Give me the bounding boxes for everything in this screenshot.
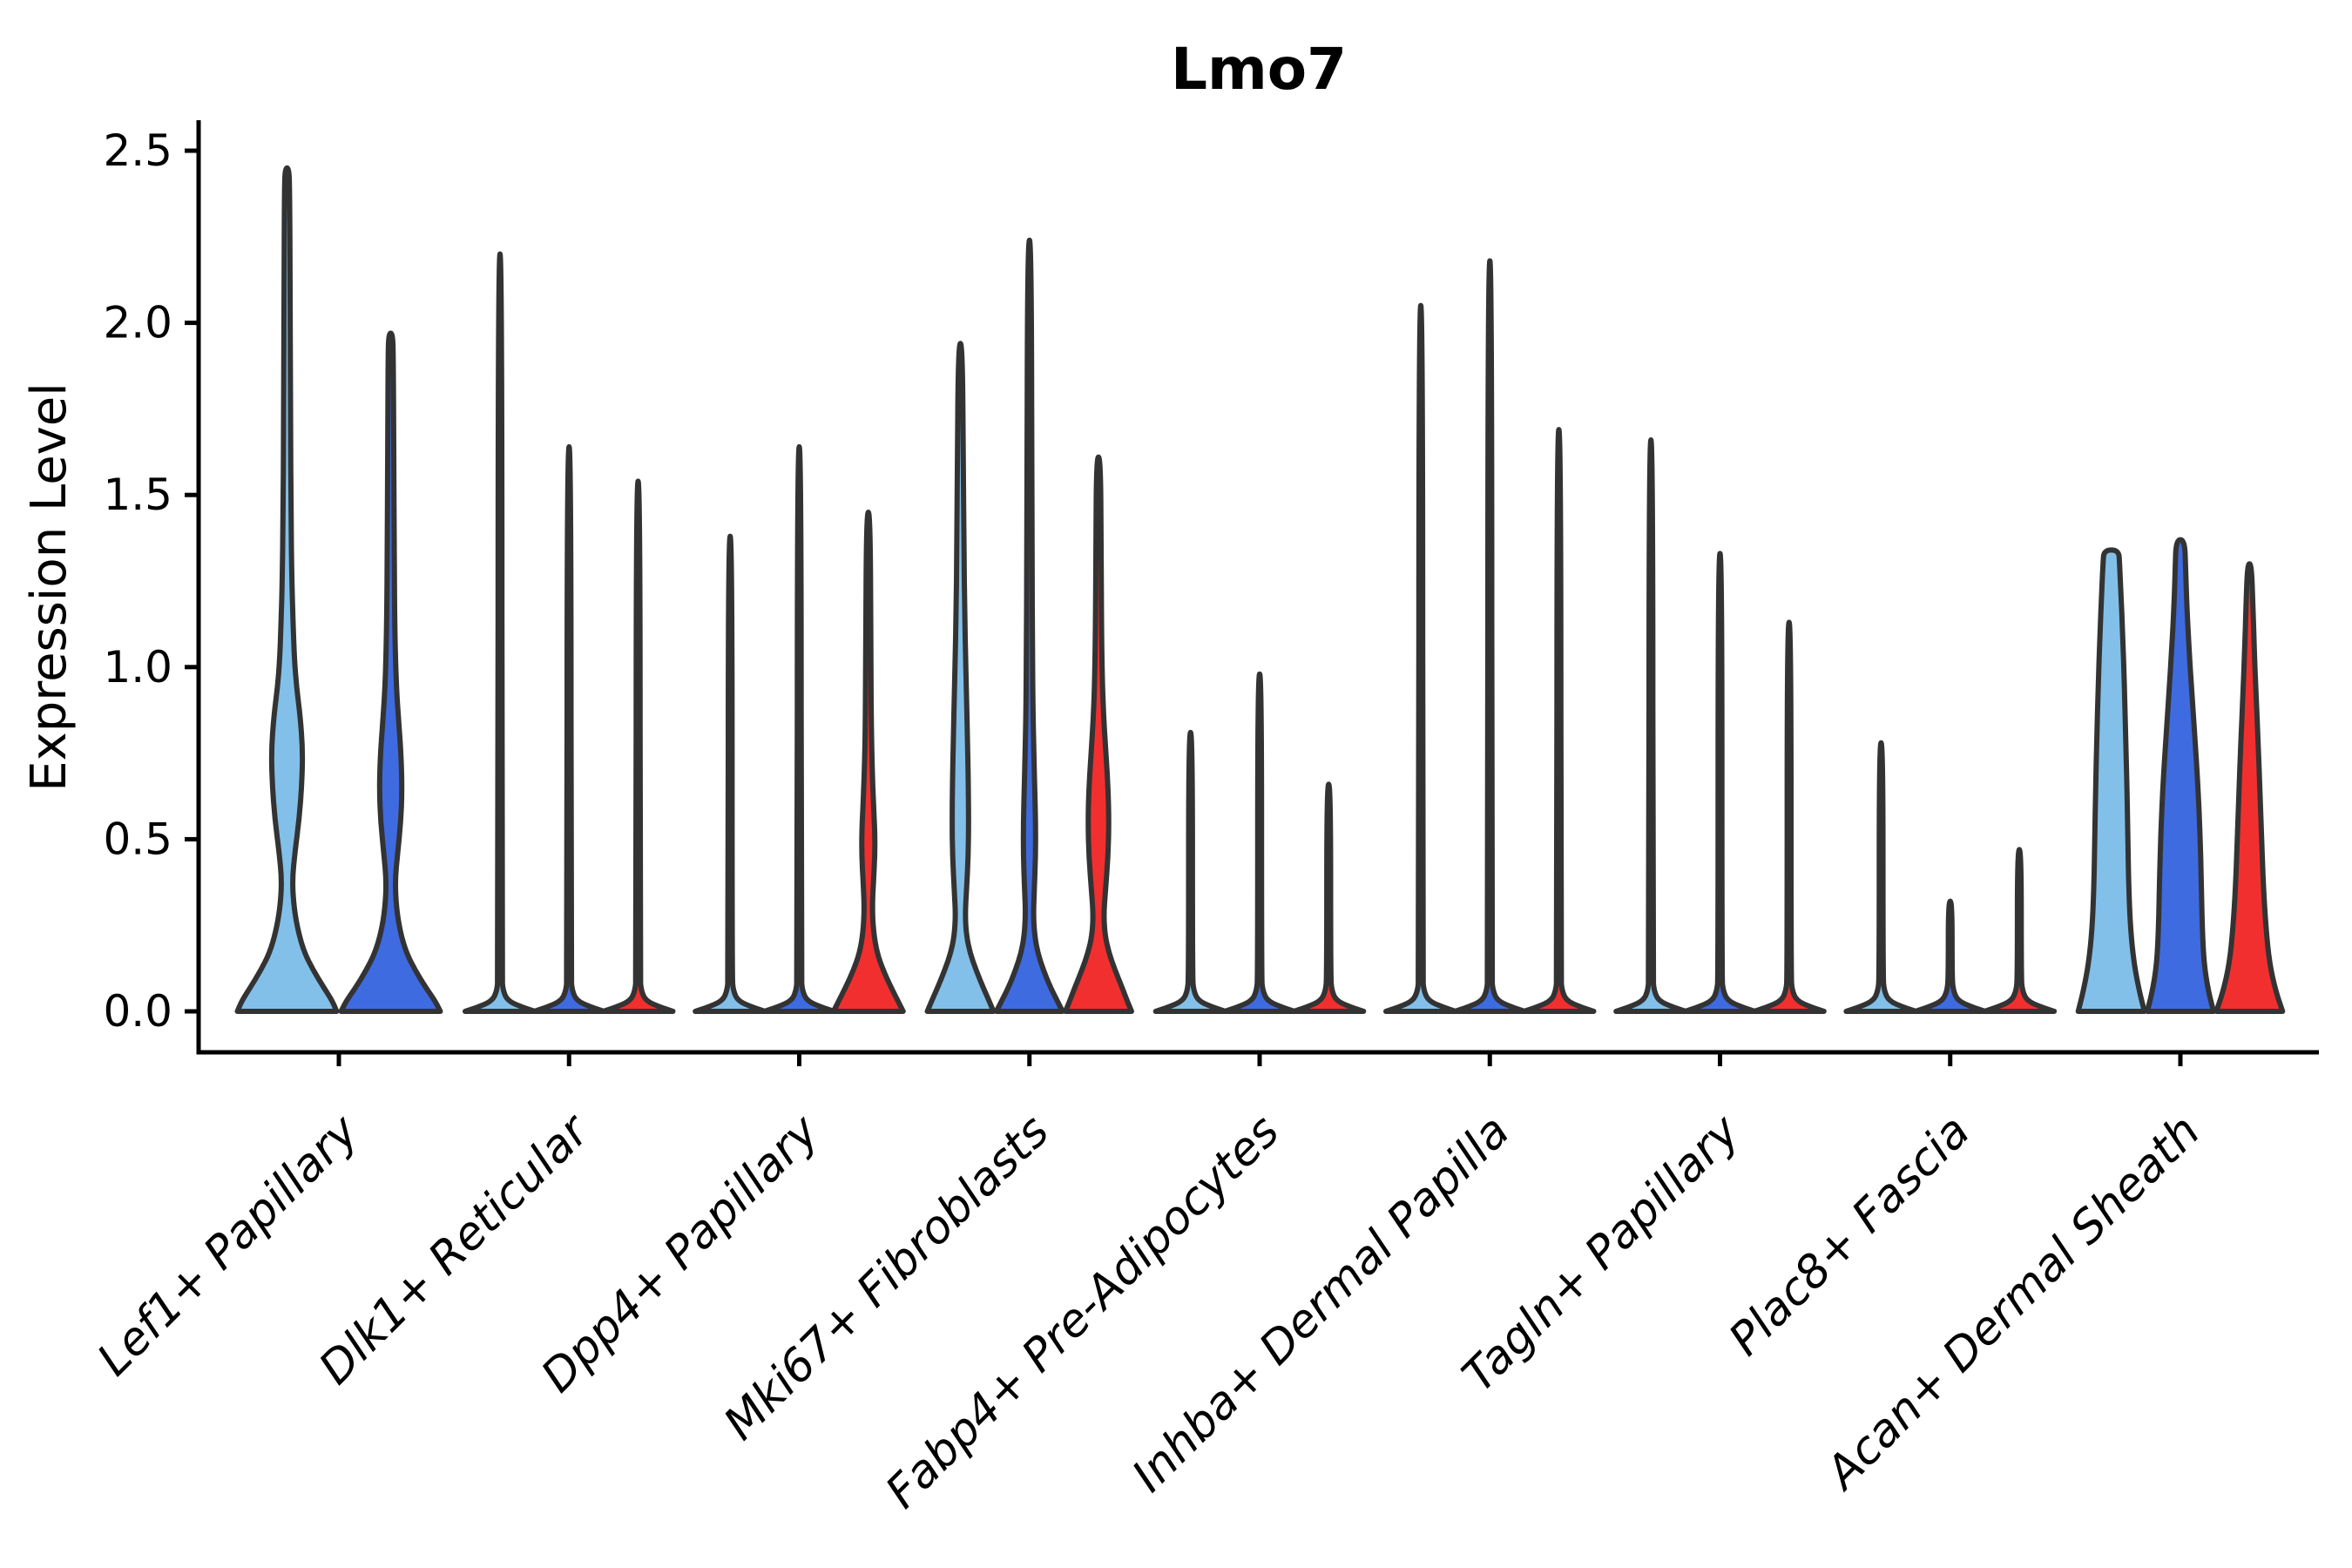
y-tick-label: 2.0 — [103, 298, 172, 348]
y-axis-title: Expression Level — [21, 382, 78, 792]
violin-group — [234, 165, 443, 1014]
violin — [1982, 847, 2058, 1014]
violin — [1291, 781, 1367, 1014]
axes: 0.0 0.5 1.0 1.5 2.0 2.5 Lef1+ PapillaryDlk1+ … — [88, 120, 2319, 1518]
violin — [830, 510, 906, 1014]
violin — [1152, 729, 1228, 1014]
plot-title: Lmo7 — [1171, 36, 1347, 103]
violin — [2213, 561, 2286, 1014]
violin — [1751, 619, 1827, 1014]
violin — [1521, 427, 1597, 1014]
violin — [761, 443, 837, 1014]
violin — [1912, 898, 1988, 1014]
violin-group — [2075, 537, 2286, 1014]
violin — [2145, 537, 2216, 1014]
violin-group — [1613, 437, 1827, 1014]
y-tick-label: 0.0 — [103, 986, 172, 1037]
y-tick-label: 0.5 — [103, 814, 172, 864]
violin-layer — [234, 165, 2286, 1014]
violin — [463, 251, 537, 1014]
violin-group — [924, 237, 1134, 1014]
violin — [1613, 437, 1689, 1014]
violin — [1682, 551, 1758, 1014]
violin — [1843, 740, 1919, 1014]
violin — [234, 165, 340, 1014]
violin — [600, 478, 676, 1014]
violin — [1063, 454, 1134, 1014]
violin — [1452, 258, 1528, 1014]
violin — [993, 237, 1065, 1014]
y-axis-ticks: 0.0 0.5 1.0 1.5 2.0 2.5 — [103, 125, 199, 1037]
y-tick-label: 2.5 — [103, 125, 172, 176]
x-tick-label: Plac8+ Fascia — [1720, 1105, 1980, 1366]
x-tick-label: Acan+ Dermal Sheath — [1815, 1105, 2210, 1501]
y-tick-label: 1.5 — [103, 470, 172, 520]
violin — [2075, 547, 2147, 1014]
x-tick-label: Inhba+ Dermal Papilla — [1123, 1105, 1520, 1503]
violin — [1222, 671, 1297, 1014]
violin — [924, 341, 997, 1014]
y-tick-label: 1.0 — [103, 642, 172, 693]
x-tick-label: Fabp4+ Pre-Adipocytes — [876, 1105, 1290, 1519]
violin — [1383, 302, 1458, 1014]
violin-group — [1383, 258, 1597, 1014]
violin-group — [1843, 740, 2058, 1014]
violin — [338, 330, 443, 1014]
violin-group — [1152, 671, 1367, 1014]
violin-group — [693, 443, 906, 1014]
violin — [693, 533, 768, 1014]
violin-group — [463, 251, 676, 1014]
violin — [531, 443, 607, 1014]
